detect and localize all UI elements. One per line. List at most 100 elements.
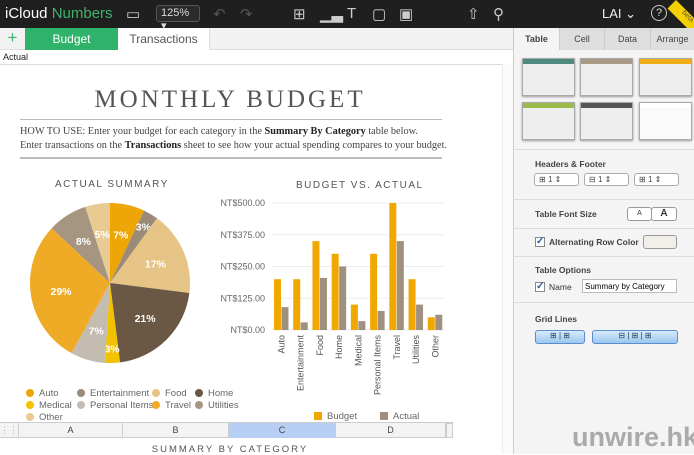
user-menu[interactable]: LAI ⌄ [602, 6, 637, 21]
bar-budget[interactable] [370, 253, 378, 330]
toolbar: iCloud Numbers ▭ 125% ▾ ↶ ↷ ⊞ ▁▃ T ▢ ▣ ⇧… [0, 0, 694, 37]
wrench-icon[interactable]: ⚲ [493, 6, 504, 23]
pie-data-label: 7% [113, 230, 129, 242]
footer-rows-stepper[interactable]: ⊞ 1 ⇕ [634, 173, 679, 186]
bar-actual[interactable] [300, 322, 308, 330]
tab-transactions[interactable]: Transactions [118, 28, 210, 50]
column-header-a[interactable]: A [19, 423, 123, 438]
column-header-d[interactable]: D [336, 423, 446, 438]
grid-lines-inner-toggle[interactable]: ⊟ | ⊞ | ⊞ [592, 330, 678, 344]
column-resize-handle[interactable] [446, 423, 453, 438]
legend-label: Entertainment [90, 388, 150, 399]
header-rows-stepper[interactable]: ⊞ 1 ⇕ [534, 173, 579, 186]
tab-cell[interactable]: Cell [560, 28, 605, 50]
bar-chart[interactable]: NT$0.00 NT$125.00 NT$250.00 NT$375.00 NT$500… [210, 190, 450, 422]
pie-slice-utilities[interactable] [51, 206, 110, 283]
column-header-c[interactable]: C [229, 423, 336, 438]
chart-icon[interactable]: ▁▃ [320, 6, 344, 23]
pie-slice-travel[interactable] [30, 228, 111, 354]
shape-icon[interactable]: ▢ [372, 6, 387, 23]
pie-chart[interactable]: 7% 3% 17% 21% 3% 7% 29% 8%5% [0, 190, 220, 380]
pie-slice-auto[interactable] [110, 203, 145, 283]
column-header-b[interactable]: B [123, 423, 229, 438]
summary-table-title: SUMMARY BY CATEGORY [151, 444, 309, 455]
bar-actual[interactable] [435, 314, 443, 330]
bar-chart-title: BUDGET VS. ACTUAL [296, 180, 424, 191]
bar-actual[interactable] [396, 241, 404, 330]
panel-tabs: Table Cell Data Arrange [514, 28, 694, 50]
bar-actual[interactable] [339, 266, 347, 331]
legend-label: Personal Items [90, 400, 154, 411]
help-button[interactable]: ? [651, 5, 667, 21]
decrease-font-button[interactable]: A [627, 207, 652, 221]
x-tick-label: Travel [392, 335, 402, 360]
howto-text: HOW TO USE: Enter your budget for each c… [20, 126, 265, 137]
table-style-dark[interactable] [580, 102, 633, 140]
pie-slice-food[interactable] [110, 218, 190, 294]
add-sheet-button[interactable]: + [7, 28, 18, 47]
howto-bold: Transactions [124, 140, 182, 151]
brand-numbers: Numbers [51, 5, 113, 22]
name-checkbox[interactable]: ✓ [535, 281, 545, 292]
pie-slice-medical[interactable] [104, 283, 121, 363]
bar-budget[interactable] [350, 304, 358, 330]
bar-actual[interactable] [416, 304, 424, 330]
x-tick-label: Utilities [411, 335, 421, 365]
bar-budget[interactable] [293, 279, 301, 330]
increase-font-button[interactable]: A [651, 207, 677, 221]
bar-actual[interactable] [319, 277, 327, 330]
grid-lines-outer-toggle[interactable]: ⊞ | ⊞ [535, 330, 585, 344]
table-style-taupe[interactable] [580, 58, 633, 96]
x-tick-label: Home [334, 335, 344, 359]
share-icon[interactable]: ⇧ [467, 6, 480, 23]
legend-label: Medical [39, 400, 72, 411]
legend-label: Other [39, 412, 63, 423]
bar-budget[interactable] [408, 279, 416, 330]
divider [20, 119, 442, 120]
bar-actual[interactable] [377, 310, 385, 330]
pie-data-label: 7% [89, 326, 105, 338]
bar-actual[interactable] [281, 307, 289, 330]
table-icon[interactable]: ⊞ [293, 6, 306, 23]
legend-swatch [26, 401, 34, 409]
pie-slice-personal-items[interactable] [71, 283, 110, 363]
alt-row-color-well[interactable] [643, 235, 677, 249]
alt-row-checkbox[interactable]: ✓ [535, 236, 545, 247]
bar-budget[interactable] [389, 203, 397, 330]
howto-text: table below. [365, 126, 418, 137]
table-name-input[interactable] [582, 279, 677, 293]
bar-actual[interactable] [358, 321, 366, 330]
table-style-plain[interactable] [639, 102, 692, 140]
tab-table[interactable]: Table [514, 28, 560, 50]
vertical-scrollbar[interactable] [502, 64, 513, 454]
tab-budget[interactable]: Budget [25, 28, 118, 50]
bar-budget[interactable] [312, 241, 320, 330]
pie-data-label: 17% [145, 258, 167, 270]
redo-icon[interactable]: ↷ [240, 6, 253, 23]
text-icon[interactable]: T [347, 5, 357, 22]
pie-slice-other[interactable] [85, 203, 110, 283]
legend-item: Utilities [195, 400, 239, 411]
pie-slice-home[interactable] [110, 283, 190, 363]
table-style-green[interactable] [522, 102, 575, 140]
pie-data-label: 5% [95, 229, 111, 241]
y-tick-label: NT$125.00 [220, 293, 265, 303]
bar-budget[interactable] [274, 279, 281, 330]
image-icon[interactable]: ▣ [399, 6, 414, 23]
undo-icon[interactable]: ↶ [213, 6, 226, 23]
bar-budget[interactable] [331, 253, 339, 330]
table-style-teal[interactable] [522, 58, 575, 96]
tab-arrange[interactable]: Arrange [651, 28, 694, 50]
table-handle-icon[interactable]: ⋮⋮ [0, 423, 19, 438]
sidebar-icon[interactable]: ▭ [126, 6, 141, 23]
tab-data[interactable]: Data [605, 28, 651, 50]
page-title: MONTHLY BUDGET [94, 86, 366, 113]
bar-budget[interactable] [427, 317, 435, 330]
header-columns-stepper[interactable]: ⊟ 1 ⇕ [584, 173, 629, 186]
pie-slice-entertainment[interactable] [110, 210, 158, 283]
font-size-label: Table Font Size [535, 209, 597, 219]
pie-data-label: 21% [135, 313, 157, 325]
table-style-orange[interactable] [639, 58, 692, 96]
zoom-select[interactable]: 125% ▾ [156, 5, 200, 32]
selection-label: Actual [3, 52, 29, 62]
